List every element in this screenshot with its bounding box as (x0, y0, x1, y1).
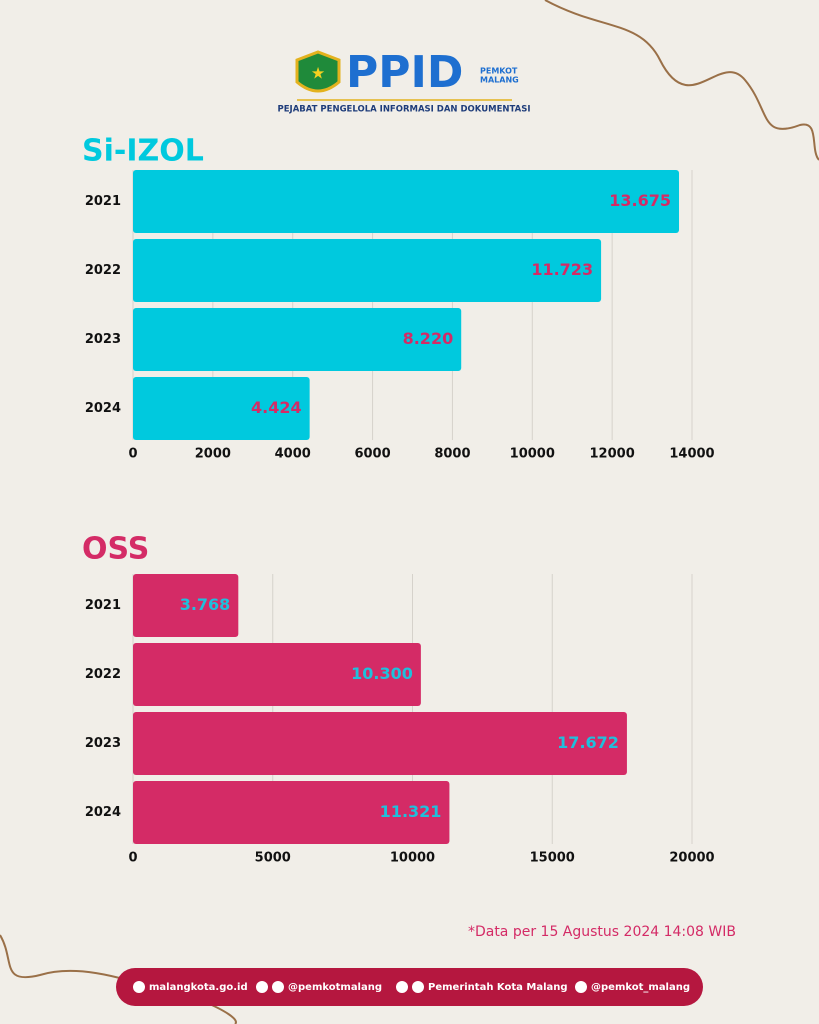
chart-title: OSS (82, 532, 149, 567)
value-label: 8.220 (403, 329, 454, 348)
logo-badge: MALANG (480, 76, 519, 85)
x-tick-label: 10000 (390, 851, 435, 866)
footer-text: Pemerintah Kota Malang (428, 982, 568, 993)
value-label: 11.723 (531, 260, 593, 279)
icon (133, 981, 145, 993)
bar (133, 574, 239, 637)
logo-shield (295, 50, 341, 93)
logo-emblem: ★ (311, 64, 325, 83)
logo-badge: PEMKOT (480, 67, 518, 76)
x-tick-label: 12000 (590, 447, 635, 462)
y-tick-label: 2023 (85, 332, 121, 347)
x-tick-label: 10000 (510, 447, 555, 462)
value-label: 4.424 (251, 398, 302, 417)
x-tick-label: 14000 (669, 447, 714, 462)
y-tick-label: 2021 (85, 598, 121, 613)
value-label: 11.321 (380, 802, 442, 821)
bar (133, 712, 627, 775)
x-tick-label: 0 (128, 447, 137, 462)
bar (133, 308, 462, 371)
logo: ★ PPID PEMKOT MALANG PEJABAT PENGELOLA I… (278, 47, 531, 115)
x-tick-label: 20000 (669, 851, 714, 866)
value-label: 13.675 (609, 191, 671, 210)
footer-text: @pemkot_malang (591, 982, 690, 993)
x-tick-label: 8000 (434, 447, 470, 462)
y-tick-label: 2022 (85, 263, 121, 278)
value-label: 3.768 (180, 595, 231, 614)
decor-curve (0, 934, 237, 1024)
x-tick-label: 15000 (530, 851, 575, 866)
logo-text: PPID (346, 47, 463, 98)
bar (133, 643, 421, 706)
y-tick-label: 2021 (85, 194, 121, 209)
icon (256, 981, 268, 993)
y-tick-label: 2023 (85, 736, 121, 751)
value-label: 17.672 (557, 733, 619, 752)
icon (272, 981, 284, 993)
y-tick-label: 2024 (85, 805, 121, 820)
logo-subtitle: PEJABAT PENGELOLA INFORMASI DAN DOKUMENT… (278, 105, 531, 115)
bar (133, 377, 310, 440)
footnote: *Data per 15 Agustus 2024 14:08 WIB (468, 924, 736, 940)
bar (133, 239, 602, 302)
footer-text: malangkota.go.id (149, 982, 248, 993)
footer-bar (116, 968, 703, 1006)
icon (412, 981, 424, 993)
decor-curve (544, 0, 819, 161)
x-tick-label: 5000 (255, 851, 291, 866)
footer-text: @pemkotmalang (288, 982, 382, 993)
bar (133, 781, 450, 844)
x-tick-label: 6000 (354, 447, 390, 462)
x-tick-label: 0 (128, 851, 137, 866)
bar (133, 170, 680, 233)
x-tick-label: 2000 (195, 447, 231, 462)
icon (575, 981, 587, 993)
chart-title: Si-IZOL (82, 134, 204, 169)
value-label: 10.300 (351, 664, 413, 683)
y-tick-label: 2022 (85, 667, 121, 682)
footer: malangkota.go.id @pemkotmalang Pemerinta… (116, 968, 703, 1006)
y-tick-label: 2024 (85, 401, 121, 416)
icon (396, 981, 408, 993)
x-tick-label: 4000 (275, 447, 311, 462)
